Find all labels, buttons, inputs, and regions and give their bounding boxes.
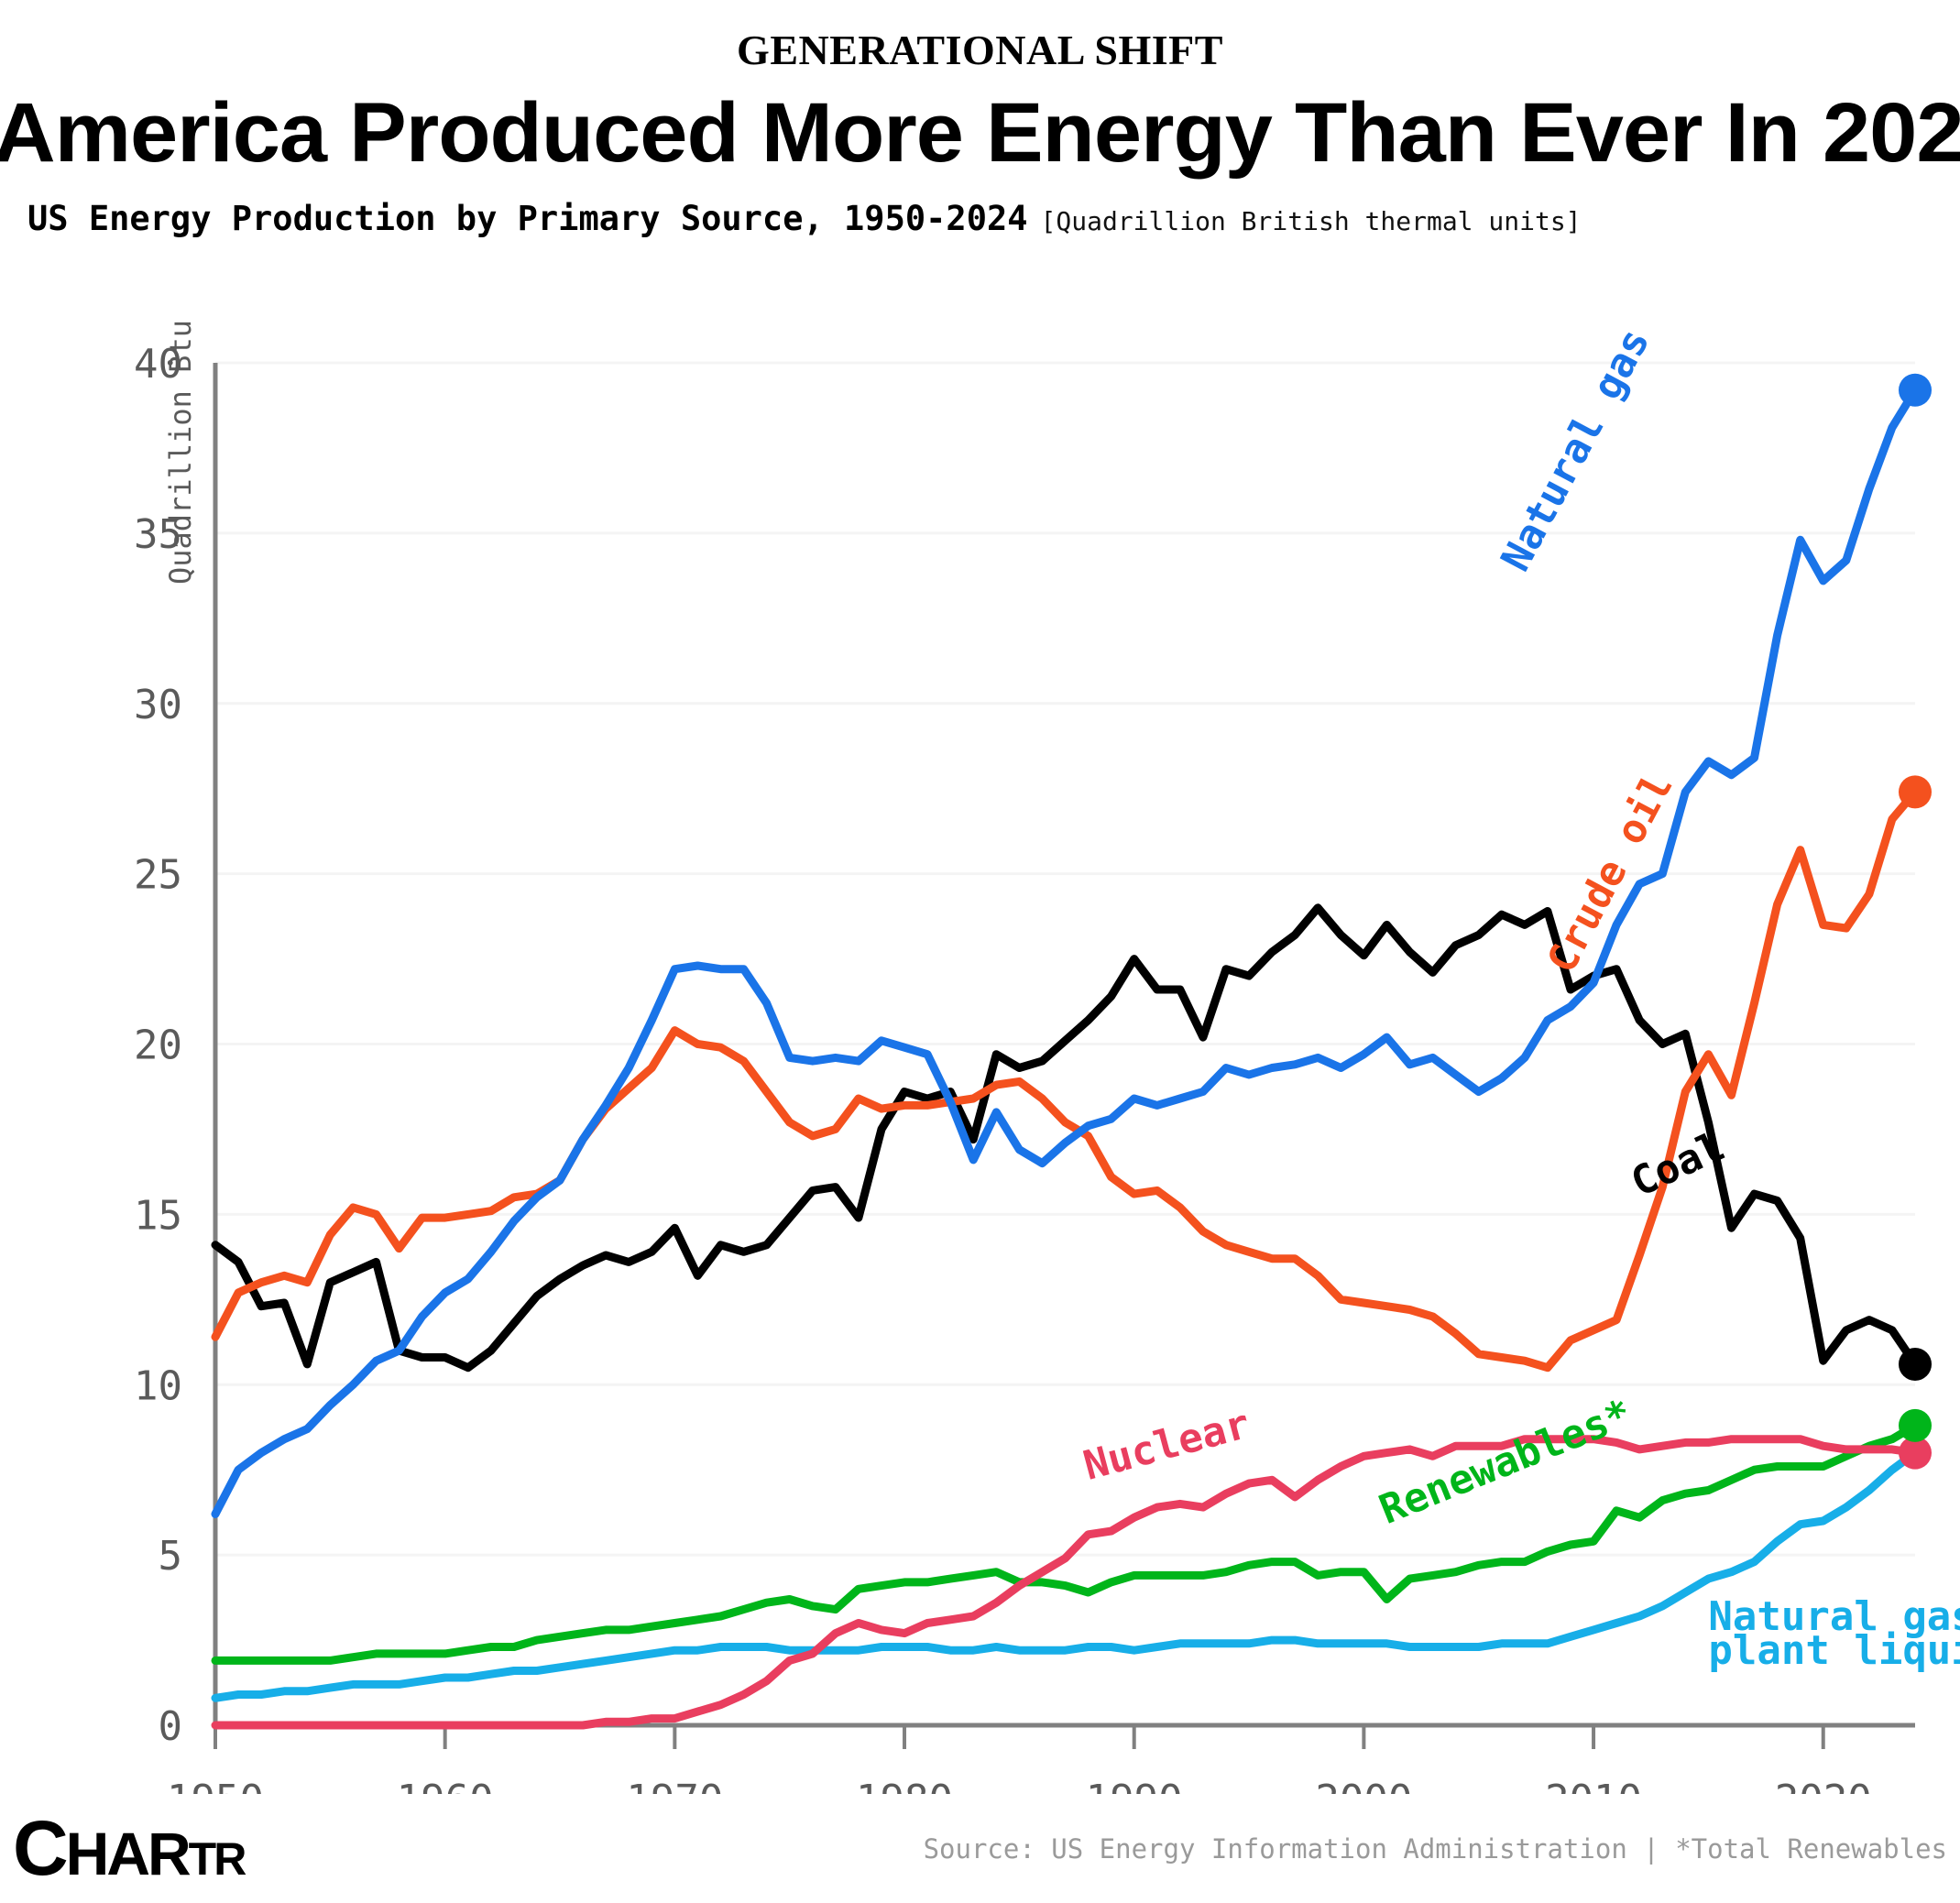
- line-chart: 0 5 10 15 20 25 30 35 40 1950 1960 1970 1980 1990 200…: [0, 310, 1960, 1794]
- series-lines: [211, 386, 1920, 1730]
- x-axis-tick-label: 1950: [167, 1777, 264, 1794]
- series-line-natural-gas: [211, 386, 1920, 1518]
- logo-har: HAR: [65, 1820, 192, 1887]
- y-axis-tick-label: 15: [134, 1192, 182, 1239]
- series-line-renewables: [211, 1421, 1920, 1665]
- endpoint-dot-renewables: [1899, 1408, 1932, 1442]
- x-axis-tick-label: 2010: [1545, 1777, 1642, 1794]
- y-axis-tick-label: 30: [134, 682, 182, 728]
- series-label: Natural gas: [1708, 1593, 1960, 1640]
- x-axis-tick-label: 2000: [1315, 1777, 1412, 1794]
- x-axis-tick-label: 1960: [397, 1777, 494, 1794]
- subtitle-main: US Energy Production by Primary Source, …: [27, 199, 1028, 238]
- x-axis-tick-label: 1970: [626, 1777, 723, 1794]
- footer: CHARTR Source: US Energy Information Adm…: [0, 1793, 1960, 1903]
- series-endpoint-markers: [1899, 373, 1932, 1470]
- series-label: Nuclear: [1079, 1401, 1254, 1490]
- series-line-natural-gas-plant-liquids: [211, 1449, 1920, 1702]
- x-axis-tick-label: 1980: [856, 1777, 953, 1794]
- subtitle-units: [Quadrillion British thermal units]: [1040, 206, 1582, 236]
- y-axis-tick-label: 5: [159, 1533, 183, 1580]
- series-line-nuclear: [211, 1435, 1920, 1730]
- series-label: Renewables*: [1373, 1390, 1637, 1533]
- logo-tr: TR: [188, 1833, 247, 1885]
- chart-svg: 0 5 10 15 20 25 30 35 40 1950 1960 1970 1980 1990 200…: [134, 320, 1960, 1794]
- y-axis-tick-label: 35: [134, 511, 182, 558]
- endpoint-dot-nuclear: [1899, 1436, 1932, 1470]
- y-axis-tick-label: 20: [134, 1023, 182, 1069]
- y-axis-tick-label: 40: [134, 341, 182, 388]
- grid-lines: [215, 361, 1915, 1557]
- x-axis: 1950 1960 1970 1980 1990 2000 2010 2020: [167, 1723, 1915, 1794]
- y-axis-label: Quadrillion Btu: [163, 320, 198, 585]
- logo-c: C: [13, 1805, 69, 1891]
- endpoint-dot-crude-oil: [1899, 775, 1932, 809]
- series-line-coal: [211, 903, 1920, 1373]
- kicker: GENERATIONAL SHIFT: [737, 27, 1223, 73]
- series-label: Natural gas: [1493, 321, 1659, 578]
- endpoint-dot-coal: [1899, 1347, 1932, 1381]
- series-label: plant liquids: [1708, 1627, 1960, 1674]
- subtitle-row: US Energy Production by Primary Source, …: [27, 199, 1960, 238]
- x-axis-tick-label: 1990: [1086, 1777, 1183, 1794]
- x-axis-tick-label: 2020: [1775, 1777, 1872, 1794]
- page-title: America Produced More Energy Than Ever I…: [0, 86, 1960, 180]
- chartr-logo: CHARTR: [13, 1810, 247, 1887]
- y-axis: 0 5 10 15 20 25 30 35 40: [134, 341, 218, 1750]
- y-axis-tick-label: 25: [134, 852, 182, 899]
- endpoint-dot-natural-gas: [1899, 373, 1932, 407]
- y-axis-tick-label: 0: [159, 1703, 183, 1750]
- series-line-crude-oil: [211, 787, 1920, 1373]
- source-note: Source: US Energy Information Administra…: [923, 1833, 1947, 1865]
- y-axis-tick-label: 10: [134, 1362, 182, 1409]
